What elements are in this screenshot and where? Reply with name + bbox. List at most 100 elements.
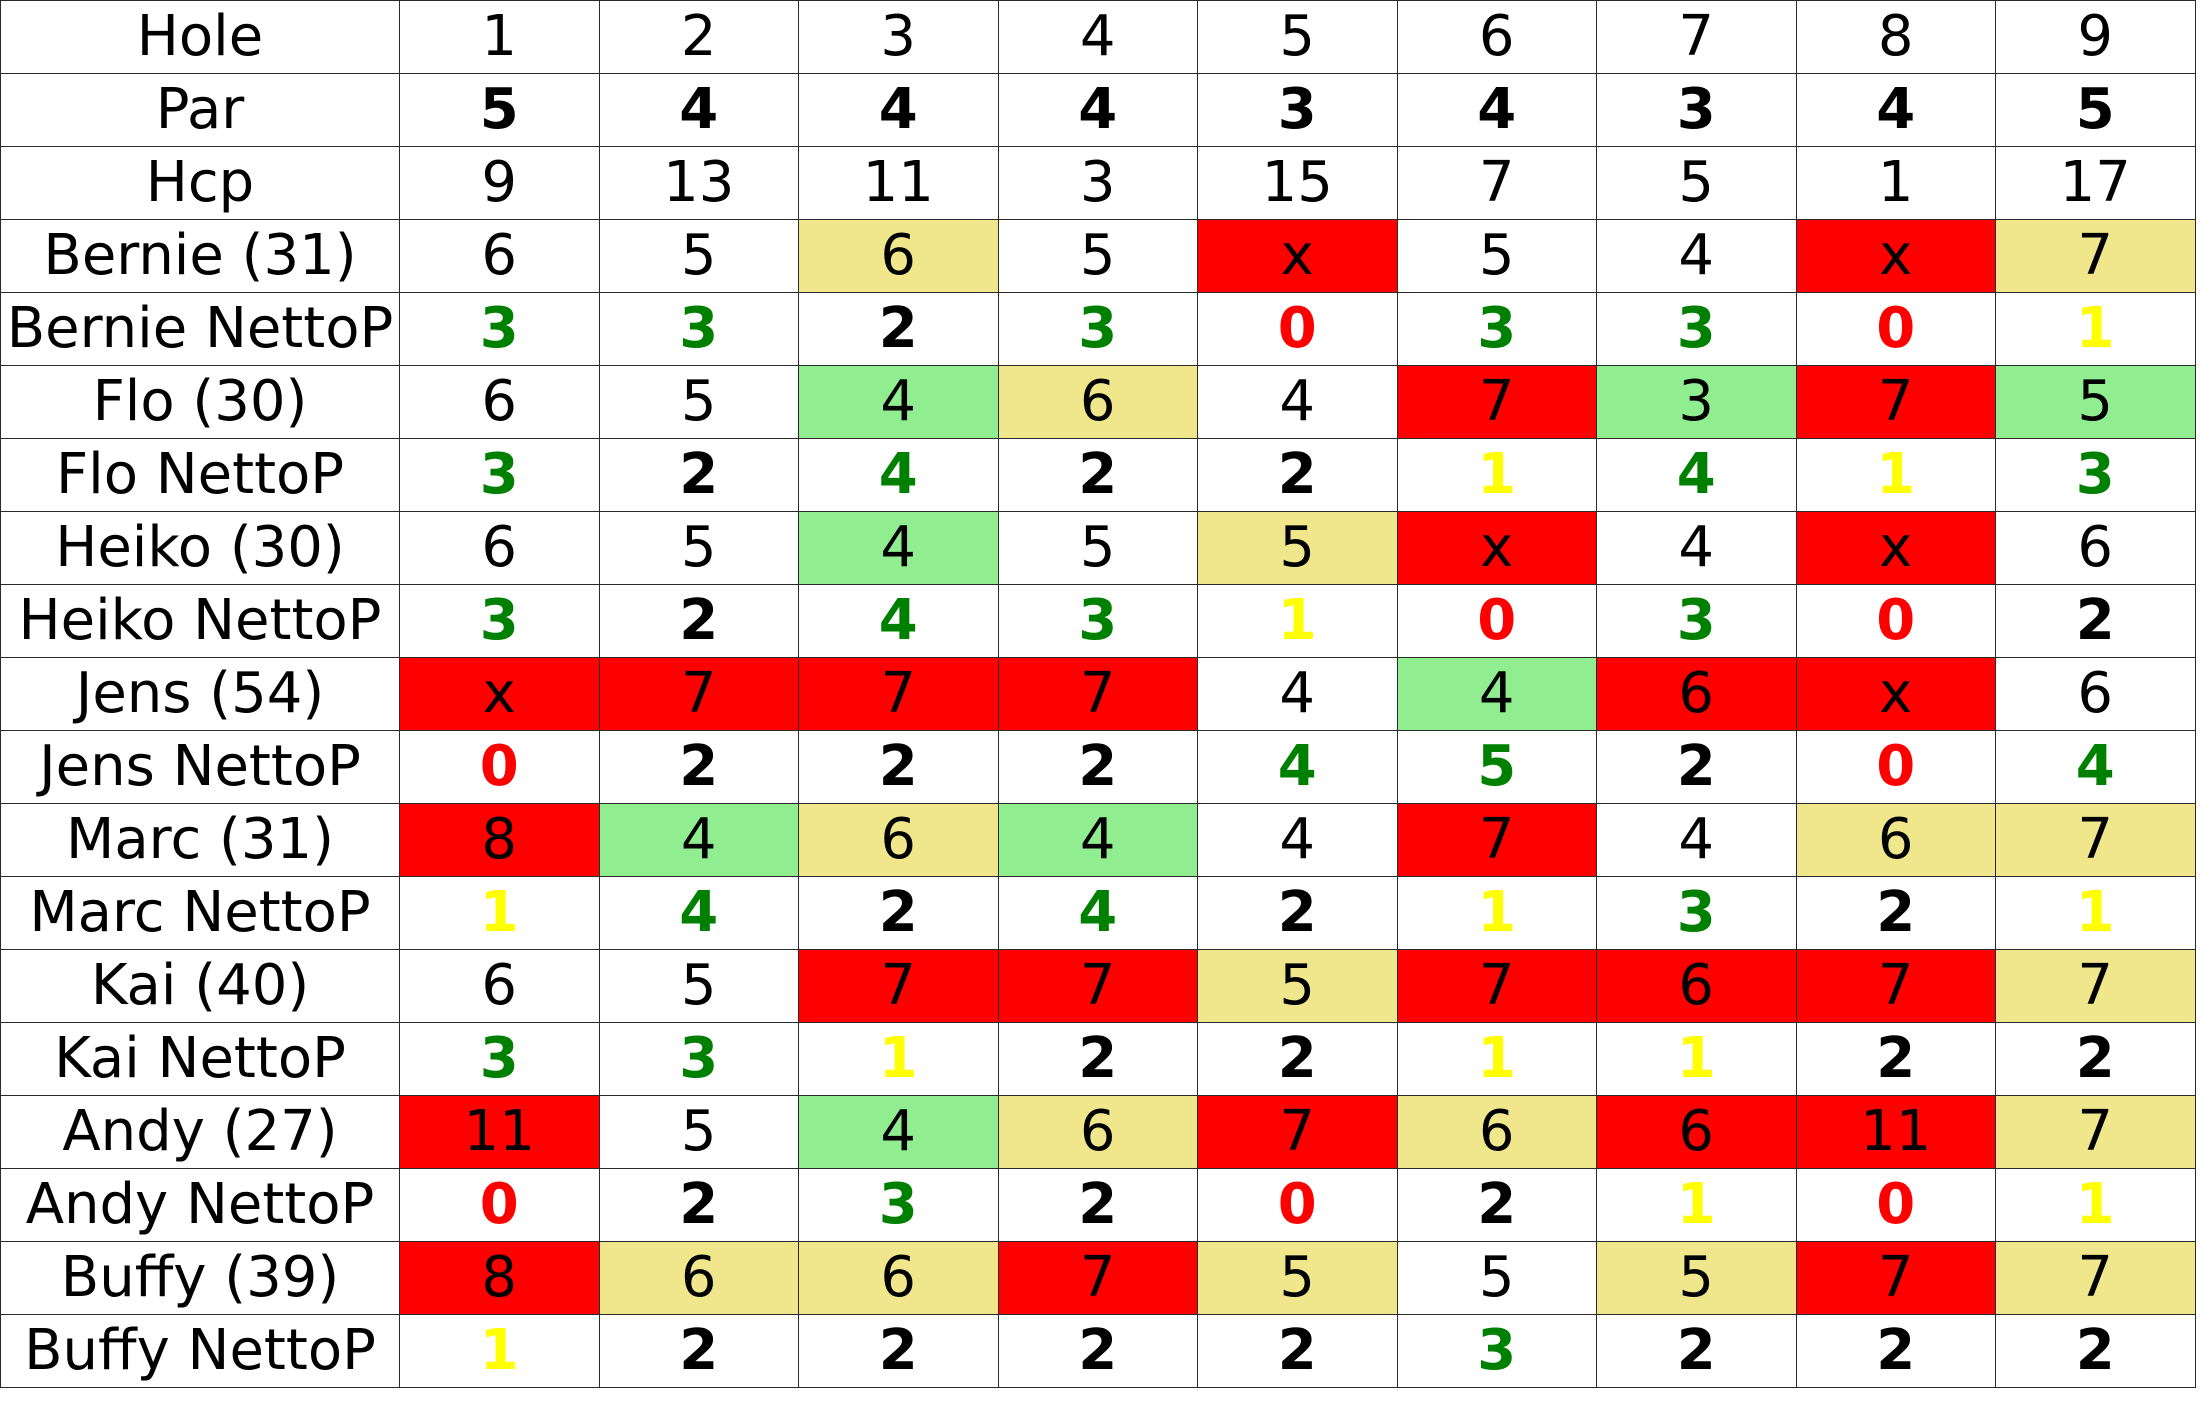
- score-cell: 6: [798, 1241, 999, 1315]
- table-row: Jens (54) x 7 7 7 4 4 6 x 6: [0, 657, 2196, 731]
- score-cell: 0: [1795, 292, 1996, 366]
- score-cell: 4: [1396, 657, 1597, 731]
- table-row: Buffy (39) 8 6 6 7 5 5 5 7 7: [0, 1241, 2196, 1315]
- score-cell: 4: [997, 73, 1198, 147]
- row-label: Buffy NettoP: [0, 1314, 400, 1388]
- score-cell: 3: [798, 0, 999, 74]
- score-cell: 0: [1396, 584, 1597, 658]
- score-cell: 2: [598, 730, 799, 804]
- score-cell: 11: [399, 1095, 600, 1169]
- score-cell: 2: [798, 730, 999, 804]
- score-cell: 13: [598, 146, 799, 220]
- score-cell: 4: [798, 1095, 999, 1169]
- score-cell: 1: [1995, 292, 2196, 366]
- table-row: Kai NettoP 3 3 1 2 2 1 1 2 2: [0, 1022, 2196, 1096]
- score-cell: 5: [1596, 146, 1797, 220]
- score-cell: 7: [1995, 219, 2196, 293]
- score-cell: 2: [598, 438, 799, 512]
- score-cell: 4: [1197, 365, 1398, 439]
- row-label: Buffy (39): [0, 1241, 400, 1315]
- score-cell: 2: [997, 1168, 1198, 1242]
- score-cell: 4: [1795, 73, 1996, 147]
- score-cell: 7: [1795, 1241, 1996, 1315]
- score-cell: 2: [1995, 584, 2196, 658]
- score-cell: 7: [997, 1241, 1198, 1315]
- score-cell: 5: [399, 73, 600, 147]
- score-cell: 4: [1596, 511, 1797, 585]
- score-cell: 7: [1396, 949, 1597, 1023]
- score-cell: 1: [798, 1022, 999, 1096]
- score-cell: 4: [997, 0, 1198, 74]
- score-cell: 3: [1596, 365, 1797, 439]
- score-cell: 2: [1995, 1022, 2196, 1096]
- score-cell: 2: [1596, 1314, 1797, 1388]
- score-cell: 1: [399, 1314, 600, 1388]
- score-cell: 2: [598, 0, 799, 74]
- score-cell: 8: [399, 803, 600, 877]
- score-cell: 0: [399, 730, 600, 804]
- row-label: Hole: [0, 0, 400, 74]
- score-cell: 1: [399, 876, 600, 950]
- row-label: Heiko NettoP: [0, 584, 400, 658]
- score-cell: 2: [1795, 1022, 1996, 1096]
- score-cell: 4: [798, 73, 999, 147]
- score-cell: 15: [1197, 146, 1398, 220]
- score-cell: 4: [1596, 438, 1797, 512]
- score-cell: 2: [1396, 1168, 1597, 1242]
- row-label: Jens NettoP: [0, 730, 400, 804]
- score-cell: 2: [1596, 730, 1797, 804]
- score-cell: 6: [997, 1095, 1198, 1169]
- score-cell: 3: [399, 1022, 600, 1096]
- score-cell: 2: [598, 1314, 799, 1388]
- score-cell: 1: [1396, 1022, 1597, 1096]
- score-cell: 1: [1197, 584, 1398, 658]
- score-cell: 1: [1396, 876, 1597, 950]
- score-cell: 4: [1197, 657, 1398, 731]
- score-cell: 0: [1197, 1168, 1398, 1242]
- score-cell: 1: [399, 0, 600, 74]
- score-cell: x: [1396, 511, 1597, 585]
- score-cell: 4: [798, 511, 999, 585]
- score-cell: 2: [1197, 438, 1398, 512]
- score-cell: 3: [1596, 73, 1797, 147]
- score-cell: 1: [1596, 1022, 1797, 1096]
- score-cell: 6: [399, 219, 600, 293]
- score-cell: x: [1795, 657, 1996, 731]
- score-cell: 3: [1197, 73, 1398, 147]
- row-label: Heiko (30): [0, 511, 400, 585]
- score-cell: 1: [1995, 1168, 2196, 1242]
- score-cell: 1: [1995, 876, 2196, 950]
- row-label: Hcp: [0, 146, 400, 220]
- table-row: Par 5 4 4 4 3 4 3 4 5: [0, 73, 2196, 147]
- table-row: Hole 1 2 3 4 5 6 7 8 9: [0, 0, 2196, 74]
- score-cell: 2: [1995, 1314, 2196, 1388]
- score-cell: 4: [798, 438, 999, 512]
- score-cell: 17: [1995, 146, 2196, 220]
- score-cell: x: [399, 657, 600, 731]
- score-cell: 5: [997, 511, 1198, 585]
- score-cell: 3: [1596, 876, 1797, 950]
- score-cell: 11: [1795, 1095, 1996, 1169]
- score-cell: 0: [1795, 730, 1996, 804]
- score-cell: 1: [1596, 1168, 1797, 1242]
- score-cell: 5: [1396, 219, 1597, 293]
- score-cell: 7: [1596, 0, 1797, 74]
- score-cell: 8: [399, 1241, 600, 1315]
- score-cell: 5: [598, 219, 799, 293]
- score-cell: 6: [1795, 803, 1996, 877]
- score-cell: 5: [1596, 1241, 1797, 1315]
- table-row: Kai (40) 6 5 7 7 5 7 6 7 7: [0, 949, 2196, 1023]
- score-cell: 7: [1795, 949, 1996, 1023]
- score-cell: 5: [1197, 1241, 1398, 1315]
- score-cell: 7: [1995, 1095, 2196, 1169]
- score-cell: 6: [1596, 1095, 1797, 1169]
- score-cell: 3: [1995, 438, 2196, 512]
- score-cell: 7: [997, 657, 1198, 731]
- score-cell: 2: [798, 1314, 999, 1388]
- table-row: Andy (27) 11 5 4 6 7 6 6 11 7: [0, 1095, 2196, 1169]
- row-label: Par: [0, 73, 400, 147]
- score-cell: 6: [598, 1241, 799, 1315]
- row-label: Marc (31): [0, 803, 400, 877]
- score-cell: 4: [1197, 803, 1398, 877]
- score-cell: x: [1795, 511, 1996, 585]
